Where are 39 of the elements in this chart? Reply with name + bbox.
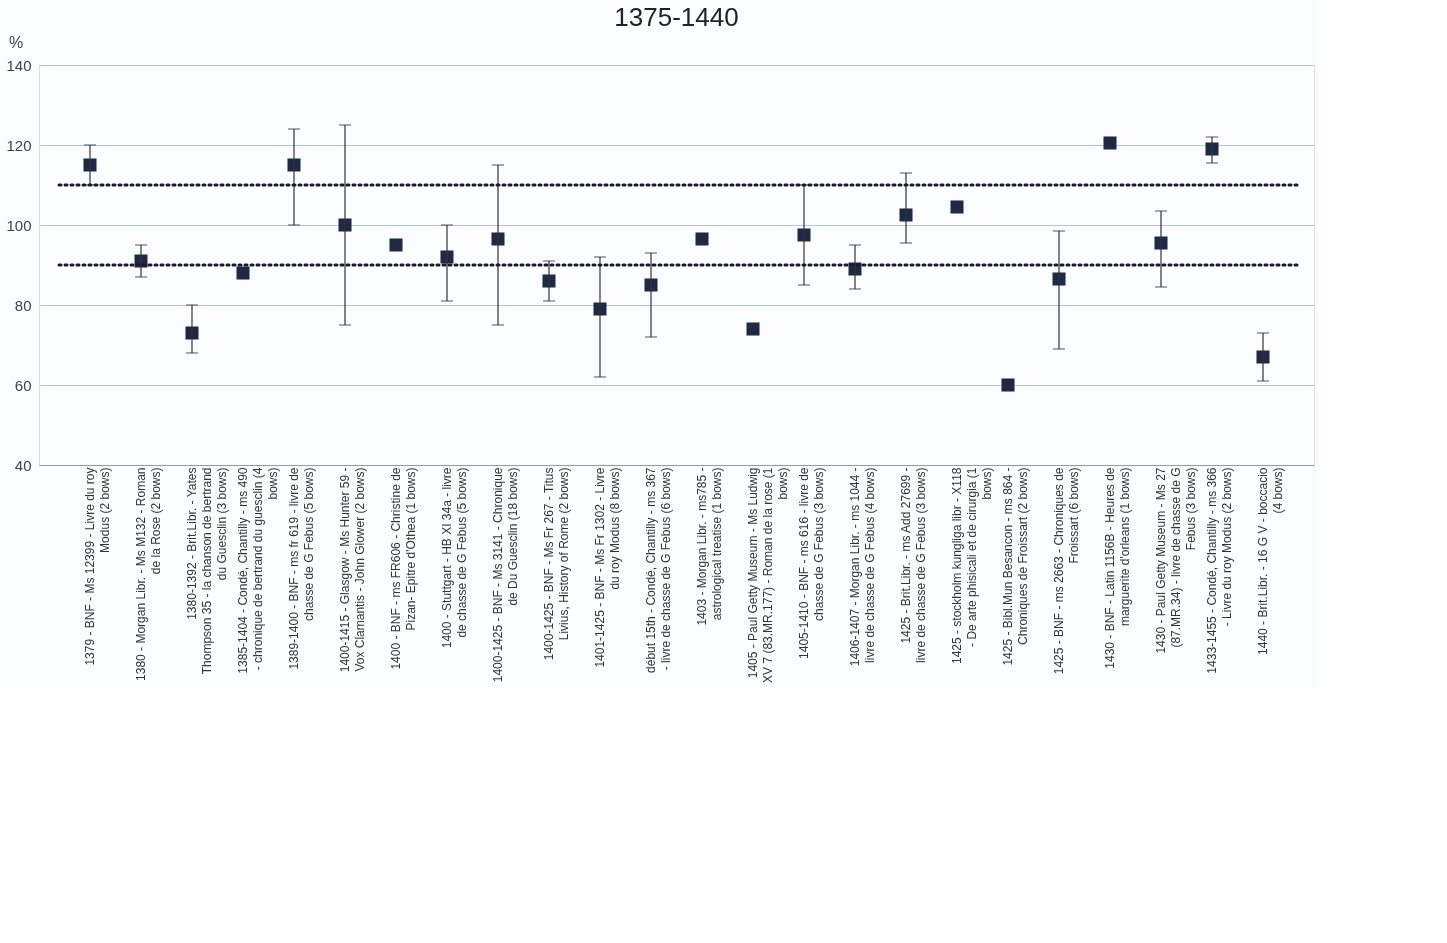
x-tick-label: 1425 - stockholm kungliga libr - X118 - De arte phisicali et de cirurgia (1 bows) — [950, 467, 994, 665]
x-tick-label: 1400 - Stuttgart - HB XI 34a - livre de chasse de G Febus (5 bows) — [440, 467, 469, 649]
x-tick-label: 1401-1425 - BNF - Ms Fr 1302 - Livre du roy Modus (8 bows) — [593, 467, 622, 668]
x-tick-label: 1405-1410 - BNF - ms 616 - livre de chasse de G Febus (3 bows) — [797, 467, 826, 659]
x-tick-label: 1400-1425 - BNF - Ms Fr 267 - Titus Livius, History of Rome (2 bows) — [542, 467, 571, 661]
x-tick-label: 1400 - BNF - ms FR606 - Christine de Pizan- Epitre d'Othea (1 bows) — [389, 467, 418, 670]
y-tick-label: 40 — [14, 456, 32, 474]
x-tick-label: 1403 - Morgan Libr. - ms785 - astrological treatise (1 bows) — [695, 467, 724, 626]
x-tick-label: début 15th - Condé, Chantilly - ms 367 - livre de chasse de G Febus (6 bows) — [644, 467, 673, 673]
x-tick-label: 1406-1407 - Morgan Libr. - ms 1044 - livre de chasse de G Febus (4 bows) — [848, 467, 877, 667]
point — [1001, 378, 1015, 392]
x-tick-label: 1430 - Paul Getty Museum - Ms 27 (87.MR.34) - livre de chasse de G Febus (3 bows) — [1154, 467, 1198, 654]
point — [950, 200, 964, 214]
point — [695, 232, 709, 246]
x-tick-label: 1405 - Paul Getty Museum - Ms Ludwig XV 7 (83.MR.177) - Roman de la rose (1 bows) — [746, 467, 790, 683]
point — [1103, 136, 1117, 150]
x-tick-label: 1400-1415 - Glasgow - Ms Hunter 59 - Vox Clamantis - John Glower (2 bows) — [338, 467, 367, 673]
x-tick-label: 1430 - BNF - Latin 1156B - Heures de marguerite d'orleans (1 bows) — [1103, 467, 1132, 669]
x-tick-label: 1425 - Brit.Libr. - ms Add 27699 - livre de chasse de G Febus (3 bows) — [899, 467, 928, 663]
point — [236, 266, 250, 280]
x-tick-label: 1380 - Morgan Libr. - Ms M132 - Roman de la Rose (2 bows) — [134, 467, 163, 681]
x-tick-label: 1425 - Bibl.Mun Besancon - ms 864 - Chroniques de Froissart (2 bows) — [1001, 467, 1030, 666]
y-tick-label: 60 — [14, 376, 32, 394]
y-tick-label: 100 — [6, 216, 32, 234]
point — [746, 322, 760, 336]
x-tick-label: 1389-1400 - BNF - ms fr 619 - livre de chasse de G Febus (5 bows) — [287, 467, 316, 670]
x-tick-label: 1400-1425 - BNF - Ms 3141 - Chronique de Du Guesclin (18 bows) — [491, 467, 520, 683]
y-tick-label: 140 — [6, 56, 32, 74]
x-tick-label: 1379 - BNF - Ms 12399 - Livre du roy Modus (2 bows) — [83, 467, 112, 666]
x-tick-label: 1440 - Brit.Libr. - 16 G V - boccacio (4 bows) — [1256, 467, 1285, 655]
x-tick-label: 1385-1404 - Condé, Chantilly - ms 490 - chronique de bertrand du guesclin (4 bows) — [236, 467, 280, 674]
y-axis-title: % — [9, 34, 24, 51]
x-tick-label: 1433-1455 - Condé, Chantilly - ms 366 - Livre du roy Modus (2 bows) — [1205, 467, 1234, 674]
x-tick-label: 1425 - BNF - ms 2663 - Chroniques de Froissart (6 bows) — [1052, 467, 1081, 675]
y-tick-label: 80 — [14, 296, 32, 314]
x-tick-label: 1380-1392 - Brit.Libr. - Yates Thompson 35 - la chanson de bertrand du Guesclin (3 bows) — [185, 467, 229, 675]
point — [389, 238, 403, 252]
chart-title: 1375-1440 — [614, 2, 739, 32]
y-tick-label: 120 — [6, 136, 32, 154]
